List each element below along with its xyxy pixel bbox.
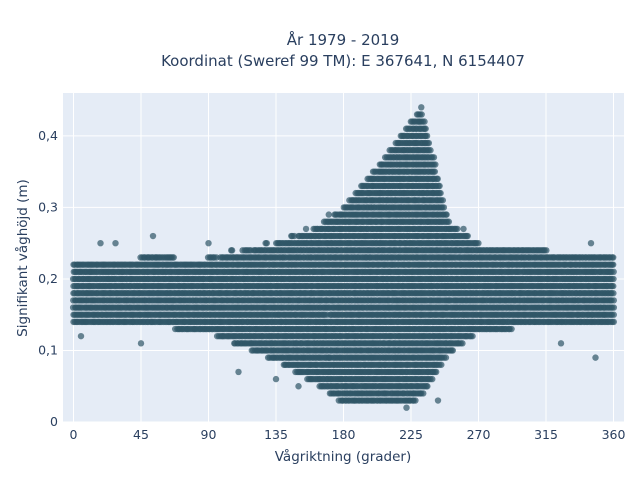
scatter-point (421, 118, 428, 125)
chart-title-line1: År 1979 - 2019 (287, 30, 400, 49)
scatter-point (418, 111, 425, 118)
scatter-point (431, 168, 439, 175)
scatter-point (443, 211, 450, 218)
scatter-point (454, 225, 461, 233)
scatter-point (420, 390, 427, 397)
scatter-point (440, 204, 448, 211)
scatter-point (436, 182, 443, 190)
scatter-point (432, 161, 439, 168)
scatter-point (442, 354, 450, 361)
scatter-point (418, 104, 425, 111)
scatter-point (429, 375, 436, 383)
scatter-point (460, 225, 467, 233)
scatter-point (424, 383, 431, 390)
chart-title-line2: Koordinat (Sweref 99 TM): E 367641, N 61… (161, 52, 525, 70)
scatter-point (430, 154, 438, 161)
scatter-point (422, 125, 429, 132)
scatter-point (432, 368, 440, 376)
scatter-point (464, 232, 471, 240)
scatter-point (445, 218, 453, 225)
scatter-point (439, 197, 447, 204)
scatter-point (449, 347, 456, 354)
scatter-point (437, 189, 444, 197)
scatter-point (302, 225, 310, 233)
scatter-point (412, 397, 419, 404)
scatter-point (425, 139, 433, 147)
scatter-point (434, 175, 441, 183)
scatter-point (325, 211, 333, 218)
scatter-point (459, 340, 466, 347)
scatter-point (427, 147, 434, 154)
scatter-point (263, 239, 270, 247)
scatter-point (170, 254, 177, 261)
scatter-point (438, 361, 445, 368)
scatter-markers (69, 104, 618, 411)
scatter-point (228, 247, 236, 254)
scatter-point (423, 132, 431, 140)
